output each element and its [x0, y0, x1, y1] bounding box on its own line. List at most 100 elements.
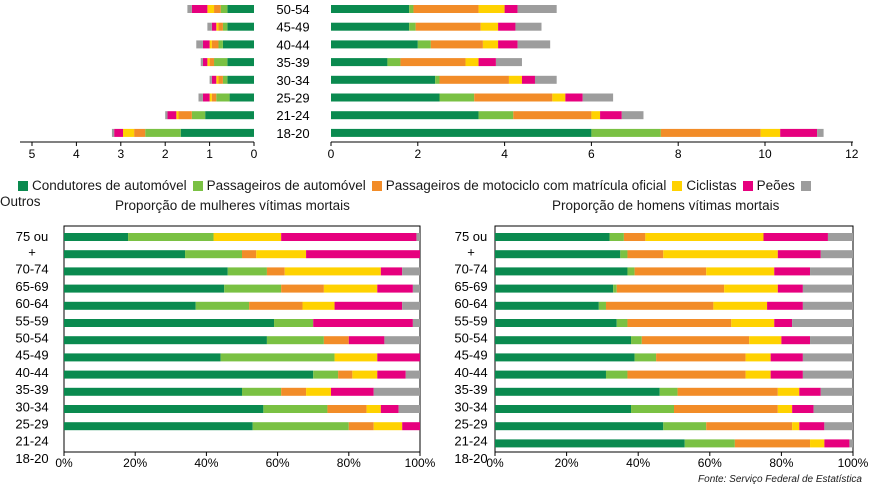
- men-share-bar: [684, 439, 735, 448]
- women-count-bar: [209, 93, 212, 102]
- men-share-bar: [495, 439, 685, 448]
- men-count-bar: [517, 40, 551, 49]
- women-share-bar: [64, 284, 225, 293]
- men-share-bar: [663, 250, 778, 259]
- men-count-bar: [387, 58, 401, 67]
- men-share-bar: [849, 439, 853, 448]
- women-count-tick-label: 5: [29, 147, 36, 161]
- men-share-bar: [631, 336, 642, 345]
- women-share-tick-label: 0%: [55, 456, 73, 470]
- men-share-bar: [623, 233, 646, 241]
- men-share-bar: [627, 267, 635, 276]
- men-share-bar: [495, 301, 599, 310]
- men-count-bar: [565, 93, 583, 102]
- men-share-bar: [641, 336, 750, 345]
- men-share-bar: [810, 267, 853, 276]
- men-count-bar: [430, 40, 483, 49]
- women-share-age-label: 70-74: [15, 262, 48, 277]
- men-share-bar: [820, 250, 853, 259]
- men-count-bar: [498, 22, 516, 31]
- men-count-bar: [517, 5, 557, 13]
- legend-label: Outros: [0, 194, 41, 209]
- men-share-bar: [792, 405, 814, 413]
- women-count-bar: [211, 75, 217, 84]
- men-share-age-label: 35-39: [454, 382, 487, 397]
- women-share-bar: [220, 353, 335, 362]
- men-share-bar: [777, 387, 800, 396]
- women-count-bar: [200, 58, 203, 67]
- men-share-bar: [799, 422, 825, 431]
- women-count-bar: [167, 111, 177, 120]
- women-share-bar: [64, 422, 253, 431]
- legend-label: Peões: [756, 178, 795, 193]
- men-share-bar: [799, 387, 821, 396]
- men-share-bar: [627, 370, 746, 379]
- women-share-bar: [412, 284, 420, 293]
- women-share-bar: [327, 405, 367, 413]
- men-share-age-label: 55-59: [454, 313, 487, 328]
- women-count-bar: [216, 22, 219, 31]
- men-share-bar: [777, 405, 793, 413]
- women-share-bar: [281, 233, 417, 241]
- men-count-bar: [482, 40, 499, 49]
- men-count-bar: [439, 93, 475, 102]
- women-count-bar: [123, 128, 135, 137]
- women-count-bar: [214, 58, 228, 67]
- women-share-bar: [302, 301, 335, 310]
- men-share-bar: [605, 370, 628, 379]
- women-count-bar: [218, 22, 223, 31]
- women-share-tick-label: 40%: [194, 456, 218, 470]
- men-count-bar: [435, 75, 440, 84]
- men-share-age-label: 65-69: [454, 279, 487, 294]
- men-share-bar: [495, 250, 621, 259]
- men-count-tick-label: 8: [675, 147, 682, 161]
- men-share-bar: [620, 250, 628, 259]
- women-count-bar: [227, 5, 254, 13]
- women-count-bar: [211, 93, 217, 102]
- women-share-bar: [242, 250, 257, 259]
- women-share-bar: [274, 319, 314, 327]
- women-share-bar: [64, 405, 264, 413]
- women-count-bar: [216, 93, 230, 102]
- women-share-age-label: 30-34: [15, 399, 48, 414]
- men-count-tick-label: 6: [588, 147, 595, 161]
- women-count-bar: [207, 58, 210, 67]
- men-share-bar: [495, 284, 614, 293]
- women-share-bar: [380, 405, 399, 413]
- men-share-bar: [745, 353, 771, 362]
- women-count-bar: [205, 111, 254, 120]
- women-share-bar: [284, 267, 381, 276]
- women-count-tick-label: 1: [206, 147, 213, 161]
- men-share-bar: [820, 387, 853, 396]
- men-share-bar: [777, 250, 821, 259]
- men-count-bar: [534, 75, 557, 84]
- legend-swatch: [192, 181, 203, 191]
- women-share-bar: [224, 284, 282, 293]
- women-share-bar: [331, 387, 374, 396]
- men-share-bar: [598, 301, 606, 310]
- legend-label: Passageiros de motociclo com matrícula o…: [385, 178, 667, 193]
- legend-label: Ciclistas: [686, 178, 737, 193]
- men-count-bar: [465, 58, 479, 67]
- men-share-age-label: 40-44: [454, 365, 487, 380]
- men-share-age-label: 30-34: [454, 399, 487, 414]
- women-share-age-label: 60-64: [15, 296, 48, 311]
- women-share-bar: [373, 387, 420, 396]
- women-share-age-label: 50-54: [15, 330, 48, 345]
- men-share-tick-label: 40%: [626, 456, 650, 470]
- women-count-bar: [209, 75, 212, 84]
- women-share-bar: [384, 336, 420, 345]
- women-share-bar: [348, 336, 385, 345]
- women-count-bar: [202, 58, 208, 67]
- men-share-bar: [634, 353, 657, 362]
- men-share-bar: [677, 387, 778, 396]
- legend-label: Condutores de automóvel: [32, 178, 187, 193]
- men-share-bar: [770, 370, 803, 379]
- men-count-tick-label: 12: [845, 147, 859, 161]
- men-share-age-label: 21-24: [454, 434, 487, 449]
- women-share-age-label: 21-24: [15, 434, 48, 449]
- men-count-bar: [478, 5, 505, 13]
- women-share-bar: [377, 370, 406, 379]
- legend-swatch: [672, 181, 683, 191]
- men-share-age-label: 18-20: [454, 451, 487, 466]
